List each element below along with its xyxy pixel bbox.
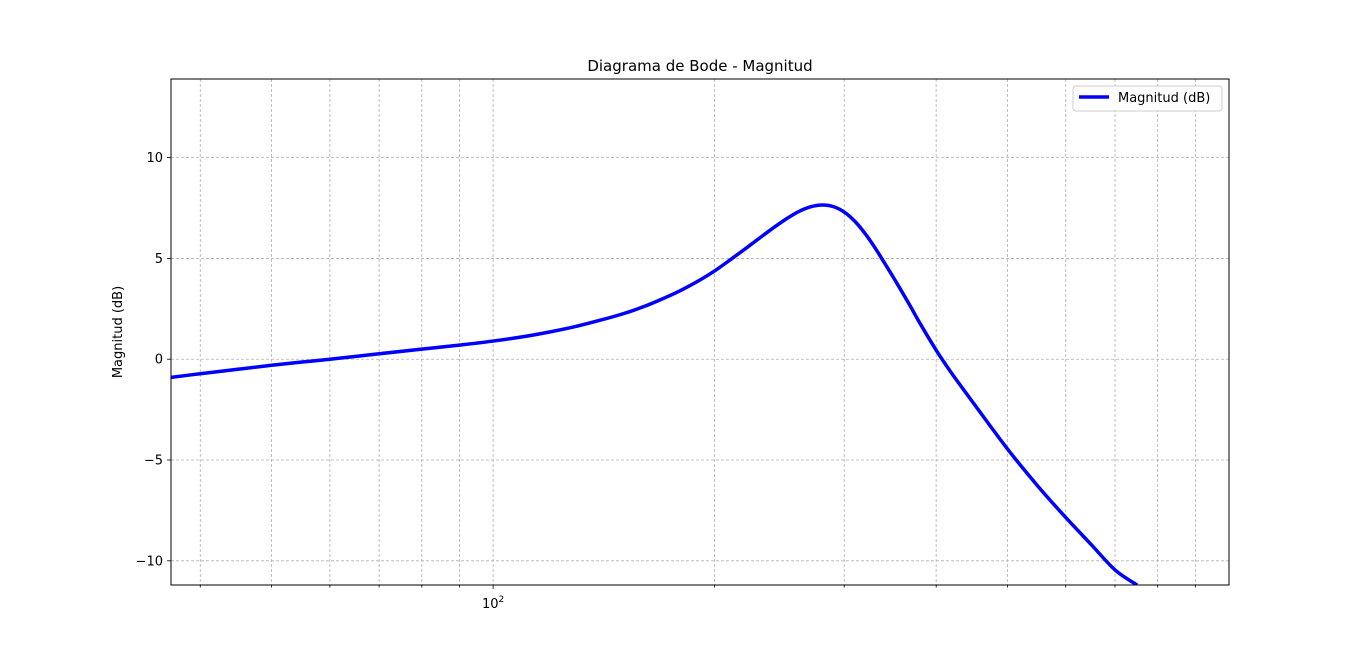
grid bbox=[171, 79, 1229, 585]
series-line-magnitud bbox=[171, 203, 1139, 585]
chart-title: Diagrama de Bode - Magnitud bbox=[587, 57, 812, 75]
legend: Magnitud (dB) bbox=[1072, 85, 1223, 112]
legend-label: Magnitud (dB) bbox=[1118, 91, 1210, 106]
plot-frame bbox=[170, 78, 1230, 586]
y-tick-label: 5 bbox=[155, 252, 163, 267]
y-tick-label: −5 bbox=[144, 454, 163, 469]
y-tick-label: 0 bbox=[155, 353, 163, 368]
y-tick-label: −10 bbox=[136, 554, 163, 569]
y-tick-label: 10 bbox=[146, 151, 163, 166]
y-axis-label: Magnitud (dB) bbox=[111, 286, 126, 378]
axis-ticks: 102 −10 −5 0 5 10 bbox=[136, 151, 1196, 612]
legend-box bbox=[1072, 85, 1223, 112]
series-layer bbox=[171, 203, 1139, 585]
x-tick-label: 102 bbox=[482, 595, 504, 612]
